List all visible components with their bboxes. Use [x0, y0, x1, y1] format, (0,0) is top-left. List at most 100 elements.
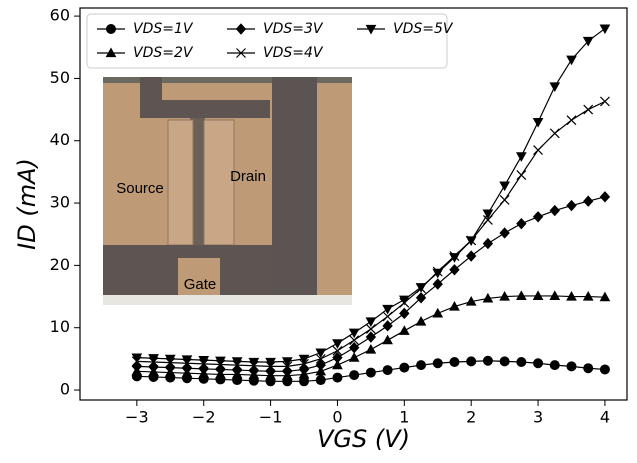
marker	[215, 356, 226, 367]
marker	[399, 307, 410, 320]
y-tick-label: 20	[50, 255, 70, 274]
marker	[181, 355, 193, 366]
marker	[365, 317, 377, 328]
marker	[599, 191, 611, 203]
marker	[382, 365, 393, 376]
x-axis-label: VGS (V)	[317, 425, 410, 453]
marker	[566, 55, 577, 66]
legend-label: VDS=4V	[263, 45, 324, 61]
marker	[549, 204, 560, 217]
marker	[348, 328, 360, 339]
marker	[432, 268, 444, 279]
marker	[382, 334, 393, 345]
y-tick-label: 0	[60, 380, 70, 399]
x-tick-label: 2	[466, 408, 476, 427]
marker	[332, 359, 343, 370]
marker	[398, 325, 410, 335]
marker	[533, 358, 544, 369]
marker	[298, 363, 310, 376]
marker	[131, 353, 143, 364]
legend: VDS=1V VDS=2V VDS=3V VDS=4V VDS=5V	[86, 13, 454, 69]
y-tick-label: 40	[50, 130, 70, 149]
marker	[432, 307, 444, 318]
marker	[549, 290, 561, 301]
marker	[365, 367, 376, 378]
marker	[516, 170, 527, 180]
marker	[465, 296, 477, 306]
marker	[332, 345, 343, 356]
marker	[332, 339, 343, 349]
y-tick-label: 30	[50, 193, 70, 212]
marker	[532, 211, 544, 223]
marker	[332, 351, 343, 364]
marker	[398, 295, 410, 306]
y-tick-label: 50	[50, 68, 70, 87]
marker	[599, 24, 611, 35]
marker	[282, 365, 293, 378]
marker	[449, 253, 460, 263]
marker	[348, 341, 360, 354]
marker	[499, 356, 510, 367]
marker	[582, 36, 594, 47]
marker	[298, 354, 310, 365]
marker	[499, 181, 510, 192]
marker	[499, 227, 510, 239]
y-axis-label: ID (mA)	[13, 158, 41, 250]
marker	[515, 152, 527, 162]
inset-label: Source	[116, 180, 164, 197]
marker	[365, 324, 376, 334]
marker	[365, 331, 377, 343]
inset-photo	[103, 77, 352, 305]
marker	[599, 364, 610, 375]
marker	[416, 360, 427, 371]
marker	[482, 237, 494, 250]
marker	[148, 354, 159, 364]
marker	[382, 320, 393, 332]
marker	[399, 362, 410, 373]
marker	[516, 217, 527, 230]
marker	[281, 357, 293, 367]
marker	[449, 300, 460, 311]
marker	[482, 209, 494, 220]
marker	[516, 356, 527, 367]
marker	[482, 214, 493, 225]
marker	[315, 353, 326, 364]
legend-label: VDS=2V	[133, 45, 194, 61]
marker	[432, 358, 443, 369]
marker	[348, 352, 360, 362]
marker	[449, 356, 460, 367]
marker	[164, 354, 176, 365]
marker	[382, 304, 393, 315]
inset-label: Gate	[184, 276, 217, 293]
marker	[265, 357, 276, 368]
y-tick-label: 10	[50, 317, 70, 336]
x-tick-label: 4	[600, 408, 610, 427]
marker	[315, 375, 326, 386]
legend-label: VDS=3V	[263, 21, 324, 37]
marker	[349, 335, 360, 346]
marker	[365, 343, 377, 354]
marker	[382, 311, 393, 322]
marker	[465, 236, 477, 246]
x-tick-label: 0	[332, 408, 342, 427]
x-tick-label: 3	[533, 408, 543, 427]
marker	[583, 363, 594, 374]
marker	[499, 291, 510, 301]
marker	[105, 47, 117, 58]
marker	[365, 24, 377, 35]
marker	[315, 359, 326, 371]
legend-box	[86, 13, 448, 69]
marker	[106, 24, 116, 34]
x-tick-label: 1	[399, 408, 409, 427]
marker	[466, 250, 477, 262]
y-tick-label: 60	[50, 6, 70, 25]
marker	[599, 291, 611, 302]
marker	[231, 357, 243, 367]
marker	[533, 145, 543, 156]
x-tick-label: −1	[259, 408, 283, 427]
marker	[466, 356, 477, 367]
marker	[583, 104, 594, 115]
marker	[349, 370, 360, 381]
marker	[549, 82, 561, 93]
